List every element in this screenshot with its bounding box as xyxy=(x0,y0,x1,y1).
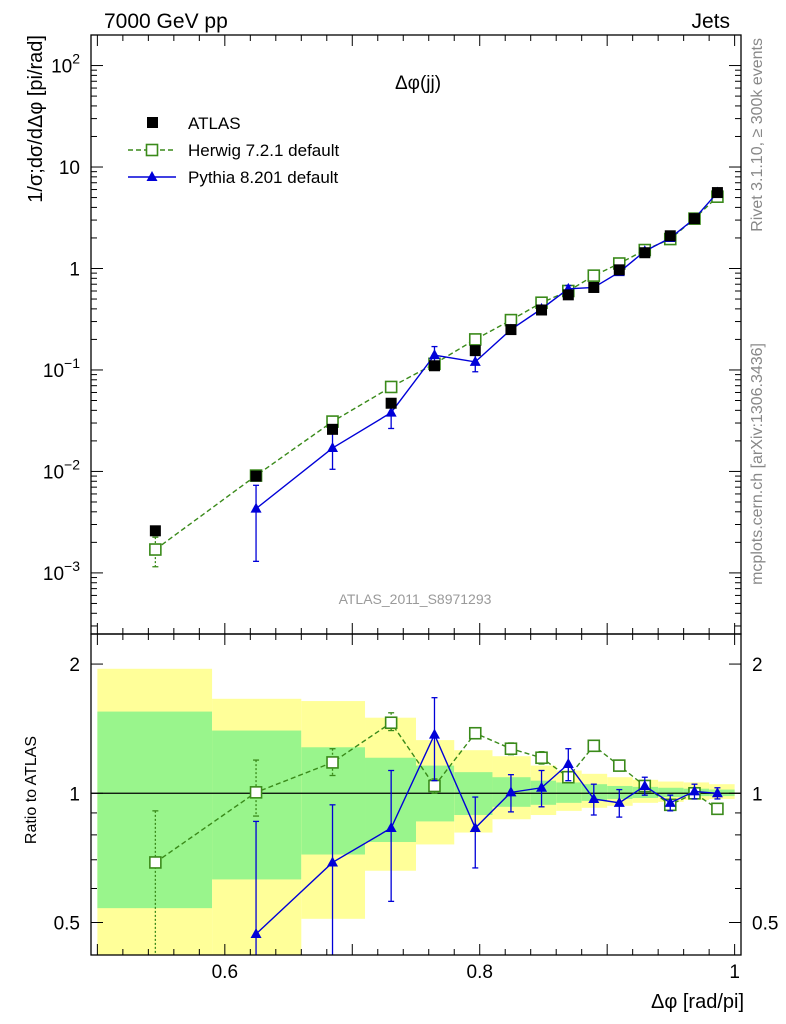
pythia-point xyxy=(250,928,262,939)
herwig-point xyxy=(587,739,601,753)
pythia-point xyxy=(639,779,651,790)
legend: ATLAS Herwig 7.2.1 default Pythia 8.201 … xyxy=(128,114,339,187)
side-label-rivet: Rivet 3.1.10, ≥ 300k events xyxy=(749,38,766,232)
tick-labels: 10−3 10−2 10−1 1 10 102 0.5 0.5 1 1 2 2 0.6 0.8 1 xyxy=(43,51,779,983)
legend-label-pythia: Pythia 8.201 default xyxy=(188,168,339,187)
pythia-point xyxy=(385,822,397,833)
y-tick-label: 1 xyxy=(69,259,80,280)
legend-marker-atlas xyxy=(147,117,158,128)
herwig-point xyxy=(149,543,162,556)
ratio-y-tick-label-right: 0.5 xyxy=(752,913,778,934)
herwig-point xyxy=(326,756,339,769)
pythia-point xyxy=(711,787,723,798)
pythia-point xyxy=(250,502,262,513)
pythia-point xyxy=(505,786,517,797)
ratio-y-tick-label: 1 xyxy=(69,784,80,805)
ratio-series xyxy=(149,697,724,955)
legend-label-atlas: ATLAS xyxy=(188,114,241,133)
y-tick-label: 10−2 xyxy=(43,456,80,483)
herwig-point xyxy=(587,269,601,282)
side-label-mcplots: mcplots.cern.ch [arXiv:1306.3436] xyxy=(749,343,766,585)
x-tick-label: 1 xyxy=(729,962,740,983)
legend-marker-pythia xyxy=(146,171,158,181)
band-inner xyxy=(658,787,684,798)
data-point xyxy=(613,264,625,276)
header-right: Jets xyxy=(691,10,730,33)
herwig-point xyxy=(711,802,724,816)
herwig-point xyxy=(384,716,398,730)
data-point xyxy=(469,345,481,357)
pythia-point xyxy=(327,442,339,453)
header-left: 7000 GeV pp xyxy=(104,10,228,33)
data-point xyxy=(536,304,548,316)
y-tick-label: 10−1 xyxy=(43,355,80,382)
herwig-point xyxy=(428,779,441,793)
pythia-point xyxy=(469,355,481,366)
herwig-line xyxy=(154,196,718,551)
herwig-point xyxy=(612,759,626,772)
data-point xyxy=(588,281,600,293)
band-inner xyxy=(97,711,213,909)
pythia-point xyxy=(688,785,700,796)
ratio-y-tick-label: 2 xyxy=(69,655,80,676)
data-point xyxy=(711,187,723,199)
herwig-point xyxy=(535,751,548,765)
analysis-watermark: ATLAS_2011_S8971293 xyxy=(339,591,492,607)
main-axis-ticks xyxy=(91,34,741,634)
herwig-point xyxy=(384,380,398,394)
data-point xyxy=(562,289,574,301)
pythia-point xyxy=(327,856,339,867)
x-tick-label: 0.6 xyxy=(212,962,238,983)
x-tick-label: 0.8 xyxy=(467,962,493,983)
ratio-panel-frame xyxy=(90,633,742,956)
ratio-y-tick-label-right: 1 xyxy=(752,784,763,805)
ratio-y-tick-label-right: 2 xyxy=(752,655,763,676)
herwig-point xyxy=(149,856,162,869)
main-series xyxy=(149,186,724,568)
ratio-uncertainty-bands xyxy=(97,668,735,955)
data-point xyxy=(385,397,397,409)
data-point xyxy=(664,230,676,242)
data-point xyxy=(639,247,651,259)
data-point xyxy=(250,470,262,482)
legend-label-herwig: Herwig 7.2.1 default xyxy=(188,141,339,160)
herwig-point xyxy=(504,742,518,756)
pythia-point xyxy=(588,792,600,803)
observable-label: Δφ(jj) xyxy=(395,73,441,94)
ratio-ylabel: Ratio to ATLAS xyxy=(23,736,40,844)
panel-frames xyxy=(90,34,742,956)
ratio-xlabel: Δφ [rad/pi] xyxy=(651,991,744,1013)
y-tick-label: 102 xyxy=(51,51,80,78)
pythia-point xyxy=(428,728,440,739)
pythia-point xyxy=(385,406,397,417)
data-point xyxy=(327,423,339,435)
data-point xyxy=(149,525,161,537)
y-tick-label: 10−3 xyxy=(43,558,80,585)
herwig-point xyxy=(468,726,482,740)
pythia-line xyxy=(255,732,718,935)
main-ylabel: 1/σ;dσ/dΔφ [pi/rad] xyxy=(25,35,47,203)
pythia-point xyxy=(613,796,625,807)
pythia-point xyxy=(469,822,481,833)
pythia-point xyxy=(664,796,676,807)
pythia-point xyxy=(536,781,548,792)
pythia-line xyxy=(255,192,718,510)
data-point xyxy=(505,324,517,336)
herwig-point xyxy=(468,333,482,346)
y-tick-label: 10 xyxy=(59,158,80,179)
data-point xyxy=(428,360,440,372)
ratio-axis-ticks xyxy=(91,634,741,955)
legend-marker-herwig xyxy=(145,143,159,157)
data-point xyxy=(688,213,700,225)
pythia-point xyxy=(562,758,574,769)
band-inner xyxy=(556,782,582,803)
herwig-point xyxy=(249,786,263,799)
pythia-point xyxy=(428,349,440,360)
ratio-y-tick-label: 0.5 xyxy=(54,913,80,934)
